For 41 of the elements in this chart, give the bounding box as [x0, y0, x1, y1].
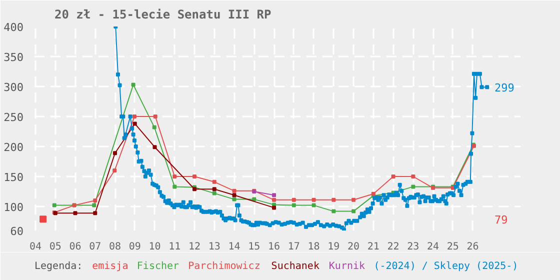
text: Fischer — [136, 261, 180, 272]
y-tick-label: 150 — [4, 171, 24, 184]
x-tick-label: 06 — [69, 242, 82, 252]
x-tick-label: 07 — [89, 242, 102, 252]
x-tick-label: 20 — [348, 242, 360, 252]
y-tick-label: 300 — [4, 81, 24, 94]
annotation: 299 — [494, 82, 514, 95]
y-tick-label: 350 — [4, 51, 24, 64]
chart-title: 20 zł - 15-lecie Senatu III RP — [54, 8, 272, 22]
x-tick-label: 10 — [148, 242, 161, 252]
x-tick-label: 11 — [168, 242, 181, 252]
x-tick-label: 24 — [427, 242, 440, 252]
x-tick-label: 13 — [208, 242, 220, 252]
y-tick-label: 100 — [4, 201, 24, 214]
x-tick-label: 14 — [228, 242, 240, 252]
text: Parchimowicz — [188, 261, 260, 272]
legend-title: Legenda: — [34, 261, 83, 272]
y-tick-label: 60 — [10, 225, 24, 238]
x-tick-label: 23 — [407, 242, 420, 252]
x-tick-label: 15 — [248, 242, 260, 252]
x-tick-label: 17 — [288, 242, 300, 252]
text: Suchanek — [271, 261, 320, 272]
x-tick-label: 26 — [466, 242, 479, 252]
x-tick-label: 12 — [188, 242, 201, 252]
text: emisja — [92, 261, 128, 272]
text: Kurnik — [328, 261, 366, 272]
text: (-2024) / Sklepy (2025-) — [374, 261, 518, 272]
x-tick-label: 19 — [328, 242, 340, 252]
x-tick-label: 08 — [108, 242, 122, 252]
x-tick-label: 25 — [446, 242, 459, 252]
x-tick-label: 22 — [387, 242, 400, 252]
annotation: 79 — [494, 214, 508, 227]
y-tick-label: 250 — [4, 111, 24, 124]
x-tick-label: 18 — [308, 242, 320, 252]
y-tick-label: 400 — [4, 21, 24, 34]
x-tick-label: 16 — [268, 242, 280, 252]
x-tick-label: 04 — [29, 242, 42, 252]
x-tick-label: 05 — [49, 242, 62, 252]
x-tick-label: 09 — [128, 242, 141, 252]
y-tick-label: 200 — [4, 141, 24, 154]
x-tick-label: 21 — [367, 242, 380, 252]
